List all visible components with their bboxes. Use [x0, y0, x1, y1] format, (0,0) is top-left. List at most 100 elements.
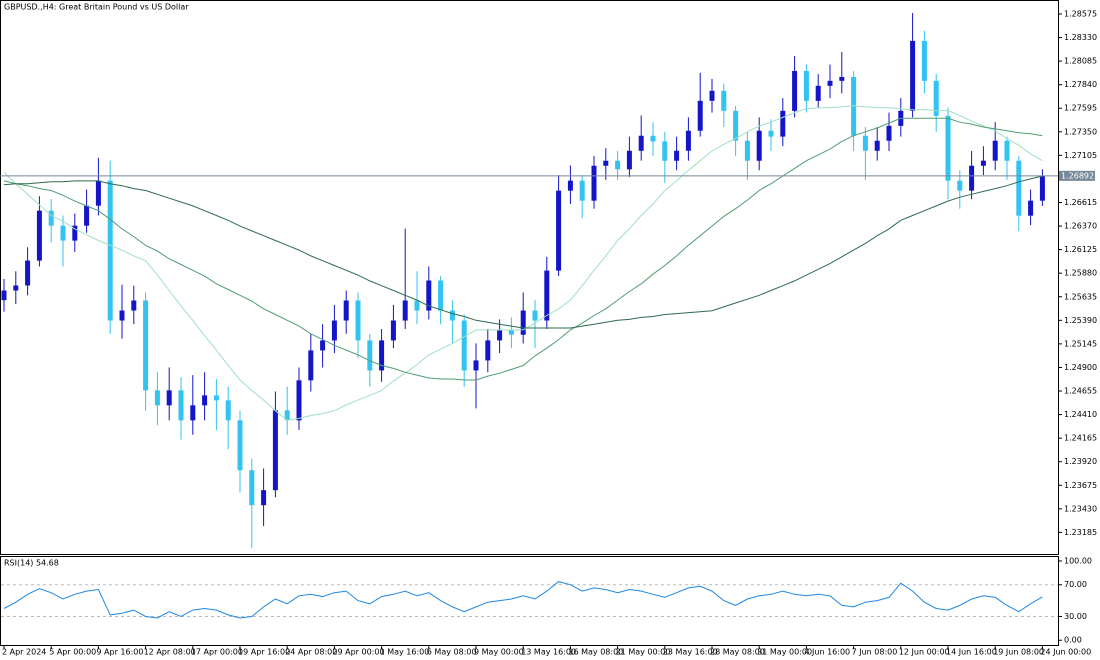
y-tick-label: 1.25880 — [1064, 269, 1097, 278]
candle-body — [556, 190, 562, 271]
x-tick-label: 2 Apr 2024 — [2, 648, 46, 657]
y-tick-label: 1.24900 — [1064, 363, 1097, 372]
x-tick-label: 29 Apr 00:00 — [332, 648, 384, 657]
x-tick-label: 21 May 00:00 — [616, 648, 671, 657]
candle-body — [544, 270, 550, 321]
moving-average — [3, 117, 1043, 381]
candle-body — [1004, 140, 1010, 161]
candle-body — [225, 400, 231, 421]
candle-body — [733, 110, 739, 141]
y-tick-label: 1.27350 — [1064, 127, 1097, 136]
candle-body — [815, 85, 821, 101]
candle-body — [839, 76, 845, 81]
candle-body — [343, 300, 349, 321]
candle-body — [910, 40, 916, 111]
candle-body — [674, 150, 680, 161]
candle-body — [591, 165, 597, 201]
candle-body — [261, 490, 267, 506]
y-tick-label: 1.28085 — [1064, 57, 1097, 66]
candle-body — [107, 180, 113, 321]
candle-body — [449, 310, 455, 321]
candle-body — [603, 160, 609, 166]
y-tick-label: 1.28575 — [1064, 9, 1097, 18]
rsi-line — [3, 581, 1043, 619]
candle-body — [379, 340, 385, 371]
x-tick-label: 6 May 08:00 — [427, 648, 477, 657]
y-tick-label: 1.26615 — [1064, 198, 1097, 207]
candle-body — [827, 80, 833, 86]
candle-body — [461, 320, 467, 371]
candle-body — [202, 395, 208, 406]
candle-body — [532, 310, 538, 321]
moving-average — [3, 105, 1043, 421]
candle-body — [508, 330, 514, 335]
x-tick-label: 19 Apr 16:00 — [238, 648, 290, 657]
candle-body — [638, 135, 644, 151]
y-tick-label: 1.23920 — [1064, 457, 1097, 466]
candle-body — [390, 320, 396, 341]
candle-body — [213, 395, 219, 401]
candle-body — [851, 76, 857, 136]
candle-body — [650, 135, 656, 142]
x-tick-label: 24 Jun 00:00 — [1040, 648, 1091, 657]
x-tick-label: 12 Jun 00:00 — [899, 648, 950, 657]
x-tick-label: 9 May 00:00 — [474, 648, 524, 657]
x-tick-label: 16 May 08:00 — [568, 648, 623, 657]
x-tick-label: 17 Apr 00:00 — [191, 648, 243, 657]
candle-body — [744, 140, 750, 161]
candle-body — [520, 310, 526, 335]
x-tick-label: 1 May 16:00 — [380, 648, 430, 657]
candle-body — [473, 360, 479, 371]
candle-body — [154, 390, 160, 406]
y-tick-label: 70.00 — [1064, 580, 1087, 589]
candle-body — [426, 280, 432, 311]
candle-body — [249, 470, 255, 506]
y-tick-label: 1.27840 — [1064, 80, 1097, 89]
candle-body — [886, 125, 892, 141]
x-tick-label: 28 May 08:00 — [710, 648, 765, 657]
y-tick-label: 1.23185 — [1064, 528, 1097, 537]
candle-body — [792, 70, 798, 111]
candle-body — [272, 410, 278, 491]
x-tick-label: 31 May 00:00 — [757, 648, 812, 657]
candle-body — [237, 420, 243, 471]
y-tick-label: 1.25145 — [1064, 339, 1097, 348]
candle-body — [25, 260, 31, 286]
moving-average — [3, 175, 1043, 329]
y-tick-label: 1.24165 — [1064, 434, 1097, 443]
candle-body — [1039, 175, 1045, 201]
candle-body — [992, 140, 998, 161]
candle-body — [945, 115, 951, 181]
y-tick-label: 1.28330 — [1064, 33, 1097, 42]
candle-body — [768, 130, 774, 137]
candle-body — [178, 390, 184, 421]
candle-body — [48, 210, 54, 226]
candle-body — [756, 130, 762, 161]
candle-body — [320, 340, 326, 351]
candle-body — [36, 210, 42, 261]
x-tick-label: 7 Jun 08:00 — [852, 648, 898, 657]
candle-body — [497, 330, 503, 341]
rsi-title: RSI(14) 54.68 — [4, 559, 59, 568]
x-tick-label: 14 Jun 16:00 — [946, 648, 997, 657]
y-tick-label: 30.00 — [1064, 612, 1087, 621]
candle-body — [95, 180, 101, 206]
y-tick-label: 1.25390 — [1064, 316, 1097, 325]
x-tick-label: 12 Apr 08:00 — [144, 648, 196, 657]
y-tick-label: 1.27595 — [1064, 104, 1097, 113]
candle-body — [709, 90, 715, 101]
chart-title: GBPUSD.,H4: Great Britain Pound vs US Do… — [4, 3, 189, 12]
candle-body — [662, 141, 668, 161]
candle-body — [721, 90, 727, 111]
y-tick-label: 1.25635 — [1064, 292, 1097, 301]
candle-body — [284, 410, 290, 421]
main-pane — [0, 0, 1059, 555]
candle-body — [567, 180, 573, 191]
candle-body — [131, 300, 137, 311]
x-tick-label: 19 Jun 08:00 — [993, 648, 1044, 657]
candle-body — [143, 300, 149, 391]
x-tick-label: 5 Apr 00:00 — [49, 648, 96, 657]
candle-body — [1016, 160, 1022, 216]
